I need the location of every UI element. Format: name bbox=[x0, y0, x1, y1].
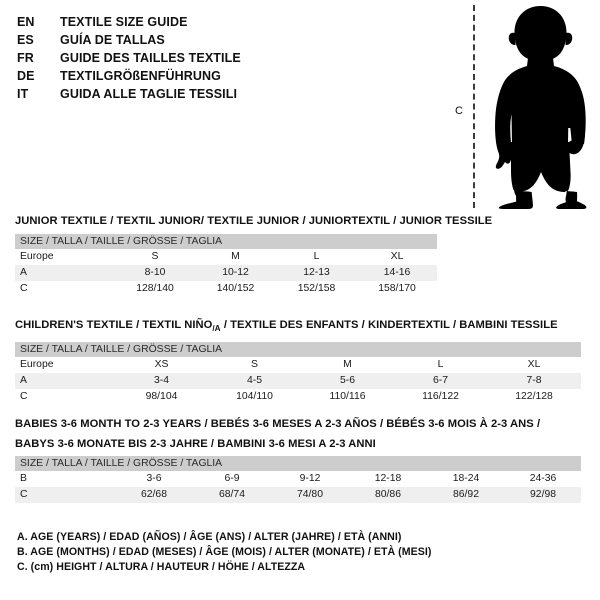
cell: 122/128 bbox=[515, 390, 553, 402]
cell: 110/116 bbox=[329, 390, 366, 402]
cell: 5-6 bbox=[301, 372, 394, 389]
section-title-children: CHILDREN'S TEXTILE / TEXTIL NIÑO/A / TEX… bbox=[15, 318, 581, 337]
cell: 98/104 bbox=[145, 390, 178, 402]
cell: 74/80 bbox=[271, 487, 349, 503]
row-label: Europe bbox=[20, 358, 54, 370]
section-babies-textile: BABIES 3-6 MONTH TO 2-3 YEARS / BEBÉS 3-… bbox=[15, 417, 582, 503]
cell: 68/74 bbox=[193, 487, 271, 503]
babies-size-table: SIZE / TALLA / TAILLE / GRÖSSE / TAGLIA … bbox=[15, 456, 582, 503]
language-row-es: ES GUÍA DE TALLAS bbox=[17, 31, 417, 49]
language-row-de: DE TEXTILGRÖßENFÜHRUNG bbox=[17, 67, 417, 85]
cell: 104/110 bbox=[236, 390, 273, 402]
cell: 158/170 bbox=[378, 282, 416, 294]
cell: 12-13 bbox=[276, 264, 357, 281]
cell: 86/92 bbox=[427, 487, 505, 503]
height-measure-label: C bbox=[455, 105, 463, 117]
measurement-legend: A. AGE (YEARS) / EDAD (AÑOS) / ÂGE (ANS)… bbox=[17, 530, 577, 575]
junior-size-bar-label: SIZE / TALLA / TAILLE / GRÖSSE / TAGLIA bbox=[15, 233, 438, 249]
language-code-fr: FR bbox=[17, 51, 34, 65]
child-silhouette-icon bbox=[495, 6, 587, 209]
row-label: Europe bbox=[20, 250, 54, 262]
row-label: C bbox=[20, 282, 28, 294]
language-title-de: TEXTILGRÖßENFÜHRUNG bbox=[60, 69, 221, 83]
language-row-en: EN TEXTILE SIZE GUIDE bbox=[17, 13, 417, 31]
height-measure-figure: C bbox=[440, 0, 600, 215]
cell: XL bbox=[527, 358, 541, 370]
table-bar-row: SIZE / TALLA / TAILLE / GRÖSSE / TAGLIA bbox=[15, 341, 582, 357]
section-title-babies-line1: BABIES 3-6 MONTH TO 2-3 YEARS / BEBÉS 3-… bbox=[15, 418, 541, 430]
cell: 24-36 bbox=[529, 473, 557, 484]
cell: 14-16 bbox=[357, 264, 438, 281]
language-title-en: TEXTILE SIZE GUIDE bbox=[60, 15, 188, 29]
cell: 128/140 bbox=[136, 282, 174, 294]
table-row: Europe XS S M L XL bbox=[15, 357, 581, 373]
cell: 4-5 bbox=[208, 372, 301, 389]
language-row-fr: FR GUIDE DES TAILLES TEXTILE bbox=[17, 49, 417, 67]
section-title-children-subscript: /A bbox=[212, 324, 221, 334]
language-code-es: ES bbox=[17, 33, 34, 47]
children-size-bar-label: SIZE / TALLA / TAILLE / GRÖSSE / TAGLIA bbox=[15, 341, 582, 357]
legend-line-b: B. AGE (MONTHS) / EDAD (MESES) / ÂGE (MO… bbox=[17, 546, 432, 558]
table-bar-row: SIZE / TALLA / TAILLE / GRÖSSE / TAGLIA bbox=[15, 456, 582, 471]
cell: L bbox=[437, 358, 444, 370]
junior-size-table: SIZE / TALLA / TAILLE / GRÖSSE / TAGLIA … bbox=[15, 233, 438, 297]
babies-size-bar-label: SIZE / TALLA / TAILLE / GRÖSSE / TAGLIA bbox=[15, 456, 582, 471]
cell: 116/122 bbox=[422, 390, 459, 402]
table-bar-row: SIZE / TALLA / TAILLE / GRÖSSE / TAGLIA bbox=[15, 233, 438, 249]
cell: XL bbox=[390, 250, 404, 262]
table-row: C 128/140 140/152 152/158 158/170 bbox=[15, 281, 437, 297]
section-junior-textile: JUNIOR TEXTILE / TEXTIL JUNIOR/ TEXTILE … bbox=[15, 214, 493, 297]
cell: S bbox=[251, 358, 258, 370]
cell: M bbox=[343, 358, 352, 370]
cell: XS bbox=[154, 358, 169, 370]
section-title-junior: JUNIOR TEXTILE / TEXTIL JUNIOR/ TEXTILE … bbox=[15, 215, 493, 227]
language-code-it: IT bbox=[17, 87, 29, 101]
language-code-en: EN bbox=[17, 15, 35, 29]
cell: 3-6 bbox=[146, 473, 162, 484]
table-row: C 62/68 68/74 74/80 80/86 86/92 92/98 bbox=[15, 487, 582, 503]
cell: S bbox=[151, 250, 159, 262]
language-header-block: EN TEXTILE SIZE GUIDE ES GUÍA DE TALLAS … bbox=[17, 13, 417, 103]
cell: 92/98 bbox=[505, 487, 582, 503]
language-title-it: GUIDA ALLE TAGLIE TESSILI bbox=[60, 87, 238, 101]
cell: M bbox=[231, 250, 240, 262]
section-title-children-pre: CHILDREN'S TEXTILE / TEXTIL NIÑO bbox=[15, 319, 213, 331]
table-row: A 8-10 10-12 12-13 14-16 bbox=[15, 264, 438, 281]
cell: 152/158 bbox=[297, 282, 336, 294]
cell: 6-9 bbox=[224, 473, 240, 484]
language-row-it: IT GUIDA ALLE TAGLIE TESSILI bbox=[17, 85, 417, 103]
table-row: B 3-6 6-9 9-12 12-18 18-24 24-36 bbox=[15, 471, 581, 487]
children-size-table: SIZE / TALLA / TAILLE / GRÖSSE / TAGLIA … bbox=[15, 341, 582, 405]
legend-line-a: A. AGE (YEARS) / EDAD (AÑOS) / ÂGE (ANS)… bbox=[17, 531, 402, 543]
cell: 3-4 bbox=[115, 372, 208, 389]
cell: 62/68 bbox=[115, 487, 193, 503]
section-childrens-textile: CHILDREN'S TEXTILE / TEXTIL NIÑO/A / TEX… bbox=[15, 318, 582, 405]
row-label: A bbox=[15, 372, 115, 389]
language-title-es: GUÍA DE TALLAS bbox=[60, 33, 165, 47]
table-row: A 3-4 4-5 5-6 6-7 7-8 bbox=[15, 372, 582, 389]
row-label: B bbox=[20, 473, 27, 484]
section-title-children-post: / TEXTILE DES ENFANTS / KINDERTEXTIL / B… bbox=[220, 319, 558, 331]
row-label: A bbox=[15, 264, 115, 281]
cell: 12-18 bbox=[374, 473, 402, 484]
table-row: Europe S M L XL bbox=[15, 249, 437, 265]
height-dashed-line-icon bbox=[473, 5, 475, 208]
cell: 9-12 bbox=[299, 473, 321, 484]
cell: 6-7 bbox=[394, 372, 487, 389]
legend-line-c: C. (cm) HEIGHT / ALTURA / HAUTEUR / HÖHE… bbox=[17, 561, 306, 573]
row-label: C bbox=[15, 487, 115, 503]
cell: 18-24 bbox=[452, 473, 480, 484]
language-title-fr: GUIDE DES TAILLES TEXTILE bbox=[60, 51, 241, 65]
cell: 10-12 bbox=[195, 264, 276, 281]
row-label: C bbox=[20, 390, 28, 402]
cell: 140/152 bbox=[216, 282, 255, 294]
cell: 80/86 bbox=[349, 487, 427, 503]
table-row: C 98/104 104/110 110/116 116/122 122/128 bbox=[15, 389, 581, 405]
cell: L bbox=[313, 250, 320, 262]
section-title-babies-line2: BABYS 3-6 MONATE BIS 2-3 JAHRE / BAMBINI… bbox=[15, 437, 376, 450]
language-code-de: DE bbox=[17, 69, 35, 83]
cell: 7-8 bbox=[487, 372, 582, 389]
cell: 8-10 bbox=[115, 264, 195, 281]
